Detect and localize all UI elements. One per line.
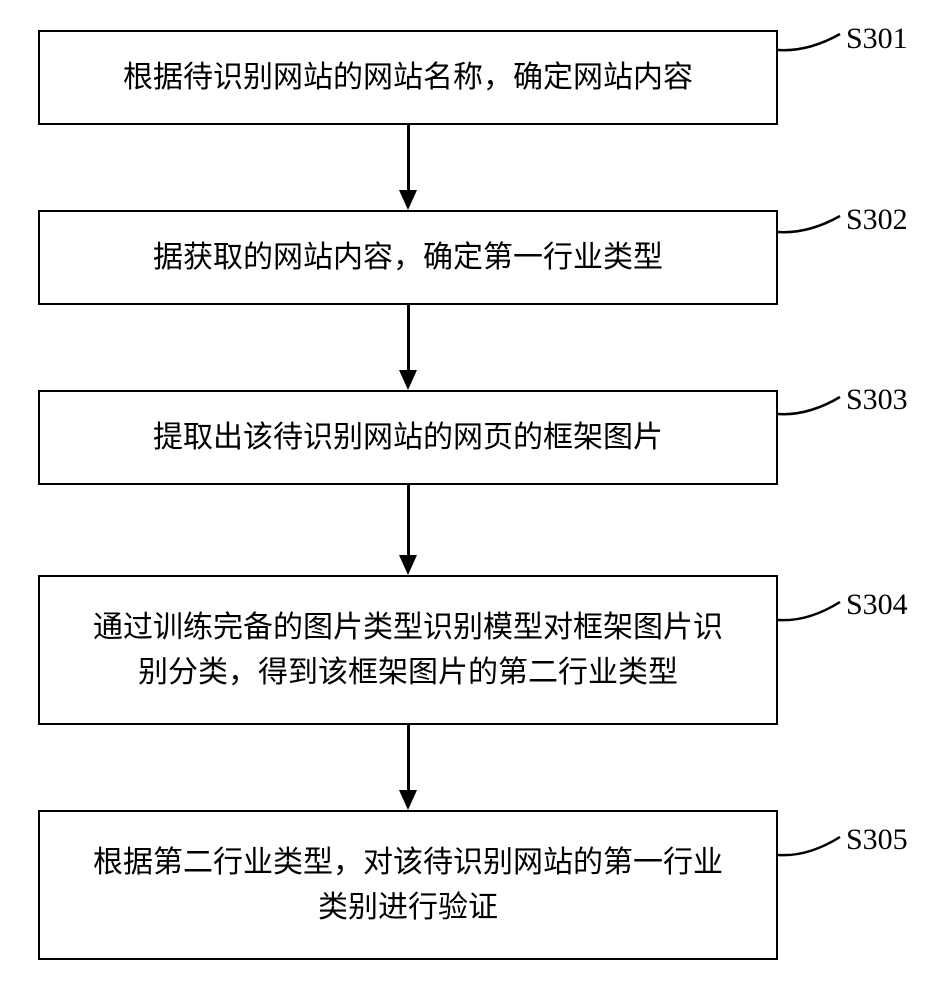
arrow-3-line	[407, 485, 410, 556]
leader-line-3	[778, 389, 843, 419]
arrow-1-line	[407, 125, 410, 191]
arrow-2-line	[407, 305, 410, 371]
flowchart-canvas: 根据待识别网站的网站名称，确定网站内容 据获取的网站内容，确定第一行业类型 提取…	[0, 0, 940, 1000]
flow-node-1-text: 根据待识别网站的网站名称，确定网站内容	[123, 55, 693, 100]
flow-node-3-text: 提取出该待识别网站的网页的框架图片	[153, 415, 663, 460]
leader-line-1	[778, 26, 843, 56]
flow-node-2-text: 据获取的网站内容，确定第一行业类型	[153, 235, 663, 280]
arrow-1-head	[399, 190, 417, 210]
arrow-3-head	[399, 555, 417, 575]
step-label-5: S305	[846, 823, 908, 857]
leader-line-5	[778, 829, 843, 859]
step-label-3: S303	[846, 383, 908, 417]
flow-node-3: 提取出该待识别网站的网页的框架图片	[38, 390, 778, 485]
leader-line-4	[778, 594, 843, 624]
step-label-4: S304	[846, 588, 908, 622]
flow-node-5: 根据第二行业类型，对该待识别网站的第一行业 类别进行验证	[38, 810, 778, 960]
flow-node-4: 通过训练完备的图片类型识别模型对框架图片识 别分类，得到该框架图片的第二行业类型	[38, 575, 778, 725]
step-label-2: S302	[846, 203, 908, 237]
arrow-4-line	[407, 725, 410, 791]
flow-node-4-text: 通过训练完备的图片类型识别模型对框架图片识 别分类，得到该框架图片的第二行业类型	[93, 605, 723, 695]
step-label-1: S301	[846, 22, 908, 56]
flow-node-1: 根据待识别网站的网站名称，确定网站内容	[38, 30, 778, 125]
arrow-4-head	[399, 790, 417, 810]
arrow-2-head	[399, 370, 417, 390]
flow-node-5-text: 根据第二行业类型，对该待识别网站的第一行业 类别进行验证	[93, 840, 723, 930]
flow-node-2: 据获取的网站内容，确定第一行业类型	[38, 210, 778, 305]
leader-line-2	[778, 208, 843, 238]
